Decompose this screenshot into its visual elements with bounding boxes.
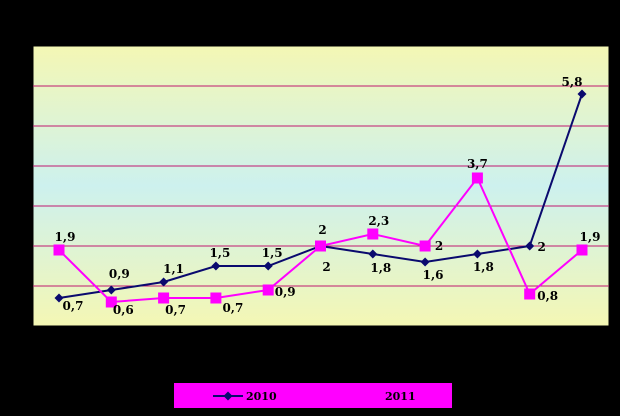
- data-label-2011: 2: [435, 239, 443, 253]
- plot-area: [32, 45, 610, 327]
- data-label-2010: 2: [322, 260, 330, 274]
- data-label-2010: 1,8: [370, 261, 391, 275]
- data-point-2011: [210, 292, 222, 304]
- data-point-2010: [54, 293, 64, 303]
- data-label-2010: 1,1: [163, 262, 184, 276]
- data-label-2010: 2: [538, 240, 546, 254]
- data-point-2011: [262, 284, 274, 296]
- data-point-2010: [159, 277, 169, 287]
- data-label-2011: 0,8: [537, 289, 558, 303]
- legend-2010-marker: [223, 391, 233, 401]
- legend: 2010 2011: [174, 383, 452, 408]
- data-point-2010: [577, 89, 587, 99]
- data-label-2011: 3,7: [467, 157, 488, 171]
- legend-2010-label: 2010: [246, 390, 277, 403]
- data-point-2011: [105, 296, 117, 308]
- data-label-2011: 0,9: [275, 285, 296, 299]
- data-point-2010: [106, 285, 116, 295]
- data-label-2011: 0,6: [113, 303, 134, 317]
- series-markers: [53, 89, 588, 308]
- data-label-2011: 0,7: [222, 301, 243, 315]
- data-point-2011: [53, 244, 65, 256]
- legend-2011-marker: [363, 392, 371, 400]
- data-label-2011: 1,9: [55, 230, 76, 244]
- data-point-2010: [525, 241, 535, 251]
- data-label-2011: 2: [318, 223, 326, 237]
- data-point-2010: [368, 249, 378, 259]
- data-label-2011: 1,9: [580, 230, 601, 244]
- data-label-2010: 0,7: [63, 299, 84, 313]
- data-label-2010: 1,5: [209, 246, 230, 260]
- data-point-2011: [576, 244, 588, 256]
- data-point-2011: [471, 172, 483, 184]
- data-label-2010: 1,8: [473, 260, 494, 274]
- data-point-2010: [211, 261, 221, 271]
- data-label-2010: 1,5: [262, 246, 283, 260]
- data-label-2011: 0,7: [165, 303, 186, 317]
- data-point-2010: [472, 249, 482, 259]
- data-point-2010: [263, 261, 273, 271]
- data-label-2010: 1,6: [423, 268, 444, 282]
- data-point-2011: [158, 292, 170, 304]
- data-point-2010: [420, 257, 430, 267]
- data-label-2010: 0,9: [109, 267, 130, 281]
- data-point-2011: [524, 288, 536, 300]
- data-label-2011: 2,3: [368, 214, 389, 228]
- data-labels: 0,7 0,9 1,1 1,5 1,5 2 1,8 1,6 1,8 2 5,8 1,9 0,6 0,7 0,…: [55, 75, 601, 317]
- legend-2011-label: 2011: [385, 390, 416, 403]
- data-point-2011: [367, 228, 379, 240]
- data-point-2011: [419, 240, 431, 252]
- data-label-2010: 5,8: [562, 75, 583, 89]
- data-point-2011: [315, 240, 326, 252]
